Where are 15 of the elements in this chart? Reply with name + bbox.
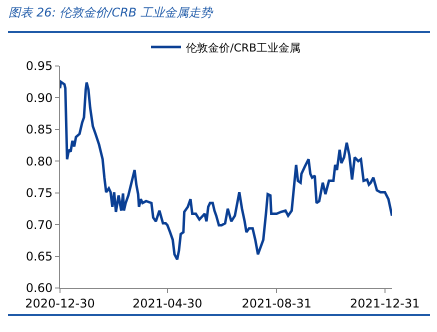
legend-label: 伦敦金价/CRB工业金属 — [186, 41, 301, 54]
y-tick-label: 0.95 — [26, 59, 53, 74]
y-tick-label: 0.75 — [26, 186, 53, 200]
y-tick-label: 0.90 — [26, 90, 53, 105]
y-tick-label: 0.70 — [26, 218, 53, 232]
chart-title: 图表 26: 伦敦金价/CRB 工业金属走势 — [8, 6, 214, 20]
x-tick-label: 2020-12-30 — [25, 296, 95, 310]
x-tick-label: 2021-12-31 — [350, 296, 420, 310]
y-tick-label: 0.60 — [26, 281, 53, 296]
x-tick-label: 2021-04-30 — [132, 296, 202, 310]
y-tick-label: 0.85 — [26, 122, 53, 137]
y-tick-label: 0.80 — [26, 154, 53, 168]
x-tick-label: 2021-08-31 — [242, 296, 312, 310]
y-tick-label: 0.65 — [26, 249, 53, 264]
line-series — [60, 80, 392, 261]
